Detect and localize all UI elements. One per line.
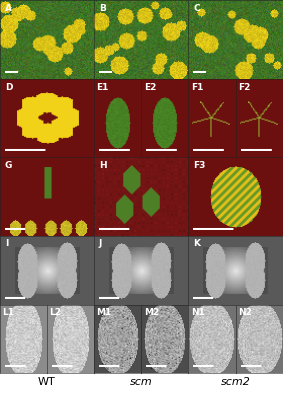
Text: F3: F3	[193, 161, 205, 170]
Text: I: I	[5, 239, 8, 248]
Text: H: H	[99, 161, 107, 170]
Text: N1: N1	[191, 308, 205, 317]
Text: J: J	[99, 239, 102, 248]
Text: C: C	[193, 4, 200, 13]
Text: E1: E1	[97, 82, 109, 92]
Text: E2: E2	[144, 82, 156, 92]
Text: K: K	[193, 239, 200, 248]
Text: M1: M1	[97, 308, 112, 317]
Text: A: A	[5, 4, 12, 13]
Text: WT: WT	[38, 377, 55, 387]
Text: F2: F2	[238, 82, 250, 92]
Text: B: B	[99, 4, 106, 13]
Text: M2: M2	[144, 308, 159, 317]
Text: N2: N2	[238, 308, 252, 317]
Text: scm: scm	[130, 377, 153, 387]
Text: L1: L1	[2, 308, 14, 317]
Text: scm2: scm2	[221, 377, 251, 387]
Text: L2: L2	[50, 308, 61, 317]
Text: F1: F1	[191, 82, 203, 92]
Text: G: G	[5, 161, 12, 170]
Text: D: D	[5, 82, 12, 92]
